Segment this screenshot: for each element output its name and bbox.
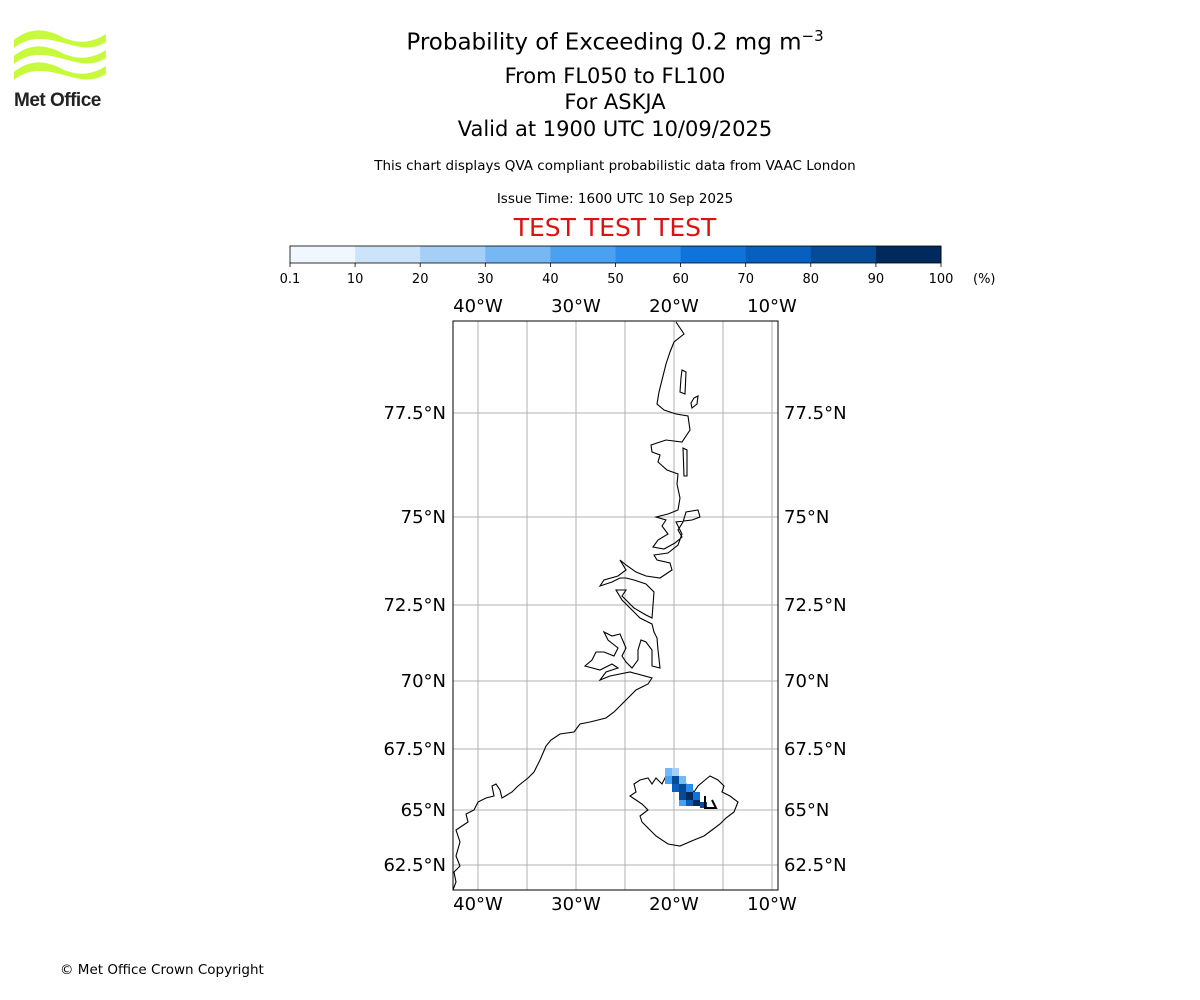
lon-label-bottom: 40°W bbox=[453, 894, 503, 915]
lat-label-right: 75°N bbox=[784, 507, 829, 528]
colorbar-cell bbox=[680, 246, 747, 263]
colorbar-tick-label: 90 bbox=[868, 272, 885, 287]
colorbar-tick-label: 100 bbox=[929, 272, 954, 287]
colorbar-tick-label: 60 bbox=[672, 272, 689, 287]
colorbar-unit-label: (%) bbox=[973, 272, 996, 287]
probability-colorbar: 0.1 10 20 30 40 50 60 70 80 90 100 (%) bbox=[280, 245, 996, 287]
lat-label-right: 67.5°N bbox=[784, 739, 847, 760]
lat-label-left: 77.5°N bbox=[383, 403, 446, 424]
graticule bbox=[453, 321, 778, 890]
flight-level-range: From FL050 to FL100 bbox=[504, 64, 726, 88]
lon-label-top: 40°W bbox=[453, 296, 503, 317]
copyright: © Met Office Crown Copyright bbox=[60, 962, 264, 978]
lon-label-bottom: 20°W bbox=[649, 894, 699, 915]
lat-label-left: 72.5°N bbox=[383, 595, 446, 616]
lat-label-right: 77.5°N bbox=[784, 403, 847, 424]
lat-label-right: 65°N bbox=[784, 800, 829, 821]
lon-label-top: 20°W bbox=[649, 296, 699, 317]
colorbar-cell bbox=[290, 246, 356, 263]
lat-label-left: 62.5°N bbox=[383, 855, 446, 876]
greenland-east-coast bbox=[453, 321, 701, 890]
chart-title-exponent: −3 bbox=[801, 27, 824, 45]
island-north-1 bbox=[679, 369, 687, 395]
logo-text: Met Office bbox=[14, 90, 101, 111]
lat-label-right: 72.5°N bbox=[784, 595, 847, 616]
colorbar-tick-label: 30 bbox=[477, 272, 494, 287]
colorbar-cell bbox=[420, 246, 486, 263]
lat-label-left: 67.5°N bbox=[383, 739, 446, 760]
map: 40°W 30°W 20°W 10°W 40°W 30°W 20°W 10°W 77.5°N… bbox=[383, 296, 847, 915]
colorbar-tick-label: 40 bbox=[542, 272, 559, 287]
met-office-wave-icon bbox=[14, 30, 106, 80]
colorbar-cell bbox=[745, 246, 812, 263]
lon-label-top: 30°W bbox=[551, 296, 601, 317]
colorbar-cell bbox=[875, 246, 942, 263]
colorbar-cell bbox=[615, 246, 682, 263]
colorbar-cell bbox=[550, 246, 616, 263]
colorbar-tick-label: 10 bbox=[347, 272, 364, 287]
colorbar-tick-label: 0.1 bbox=[280, 272, 301, 287]
colorbar-tick-label: 50 bbox=[607, 272, 624, 287]
lat-label-right: 70°N bbox=[784, 671, 829, 692]
colorbar-cell bbox=[810, 246, 877, 263]
test-banner: TEST TEST TEST bbox=[513, 213, 717, 242]
lat-label-left: 70°N bbox=[401, 671, 446, 692]
volcano-name: For ASKJA bbox=[564, 90, 666, 114]
chart-title-main: Probability of Exceeding 0.2 mg m bbox=[406, 29, 802, 56]
colorbar-tick-label: 70 bbox=[737, 272, 754, 287]
lat-label-right: 62.5°N bbox=[784, 855, 847, 876]
chart-description: This chart displays QVA compliant probab… bbox=[374, 158, 856, 174]
lat-label-left: 75°N bbox=[401, 507, 446, 528]
island-north-3 bbox=[682, 447, 688, 477]
ash-plume bbox=[665, 768, 718, 809]
issue-time: Issue Time: 1600 UTC 10 Sep 2025 bbox=[496, 191, 734, 207]
lat-label-left: 65°N bbox=[401, 800, 446, 821]
colorbar-cell bbox=[355, 246, 421, 263]
valid-time: Valid at 1900 UTC 10/09/2025 bbox=[457, 117, 773, 141]
chart-title: Probability of Exceeding 0.2 mg m−3 bbox=[0, 27, 1200, 56]
colorbar-cell bbox=[485, 246, 551, 263]
island-north-2 bbox=[690, 395, 699, 409]
lon-label-top: 10°W bbox=[747, 296, 797, 317]
met-office-logo: Met Office bbox=[14, 28, 114, 118]
lon-label-bottom: 30°W bbox=[551, 894, 601, 915]
colorbar-tick-label: 80 bbox=[803, 272, 820, 287]
colorbar-tick-label: 20 bbox=[412, 272, 429, 287]
lon-label-bottom: 10°W bbox=[747, 894, 797, 915]
